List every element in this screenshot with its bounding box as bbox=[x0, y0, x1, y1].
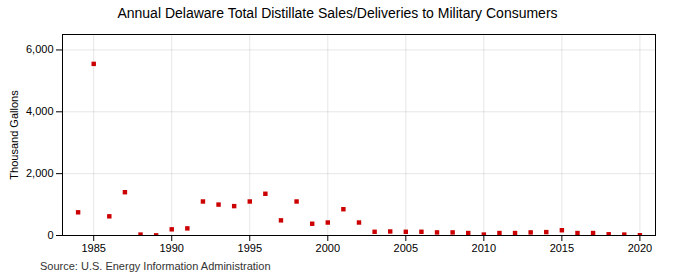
svg-text:2005: 2005 bbox=[394, 242, 418, 254]
svg-text:Thousand Gallons: Thousand Gallons bbox=[8, 90, 20, 180]
svg-text:2000: 2000 bbox=[316, 242, 340, 254]
html-text:Annual Delaware Total Distilla: Annual Delaware Total Distillate Sales/D… bbox=[117, 5, 558, 21]
svg-text:2010: 2010 bbox=[472, 242, 496, 254]
svg-text:1990: 1990 bbox=[159, 242, 183, 254]
svg-text:6,000: 6,000 bbox=[26, 43, 54, 55]
svg-text:2,000: 2,000 bbox=[26, 167, 54, 179]
svg-text:2020: 2020 bbox=[628, 242, 652, 254]
svg-text:0: 0 bbox=[47, 229, 53, 241]
svg-text:2015: 2015 bbox=[550, 242, 574, 254]
svg-text:1995: 1995 bbox=[238, 242, 262, 254]
svg-text:1985: 1985 bbox=[81, 242, 105, 254]
svg-text:4,000: 4,000 bbox=[26, 105, 54, 117]
html-text:Source: U.S. Energy Informatio: Source: U.S. Energy Information Administ… bbox=[40, 260, 271, 272]
